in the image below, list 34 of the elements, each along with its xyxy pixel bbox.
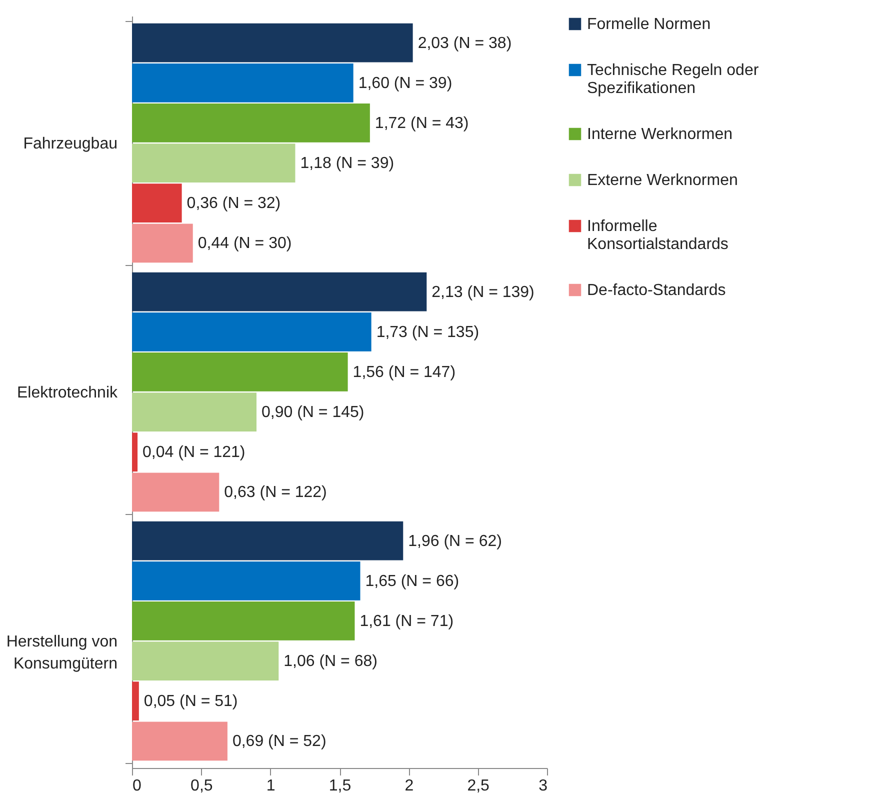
data-label: 0,36 (N = 32): [186, 195, 281, 212]
data-label: 1,60 (N = 39): [358, 74, 452, 92]
data-label: 1,06 (N = 68): [284, 653, 378, 670]
data-label: 0,90 (N = 145): [262, 404, 364, 422]
legend-label: Technische Regeln oder Spezifikationen: [587, 62, 760, 97]
x-tick-label: 0,5: [190, 778, 213, 794]
data-label: 1,61 (N = 71): [360, 612, 454, 630]
data-label: 1,18 (N = 39): [300, 155, 394, 172]
data-label: 1,72 (N = 43): [374, 114, 469, 132]
y-tick-label: Elektrotechnik: [17, 384, 118, 402]
y-tick-label: Fahrzeugbau: [23, 135, 118, 152]
data-label: 0,04 (N = 121): [142, 444, 246, 462]
data-label: 0,44 (N = 30): [198, 235, 292, 252]
x-tick-label: 2,5: [467, 778, 490, 794]
data-label: 1,56 (N = 147): [352, 364, 456, 381]
legend-label: Informelle Konsortialstandards: [587, 218, 728, 253]
data-label: 1,65 (N = 66): [365, 572, 460, 590]
x-tick-label: 1: [266, 778, 276, 794]
legend-label: De-facto-Standards: [587, 282, 726, 299]
legend-label: Externe Werknormen: [587, 172, 738, 189]
data-label: 1,96 (N = 62): [408, 532, 502, 550]
legend-label: Formelle Normen: [587, 16, 711, 33]
y-tick-label: Herstellung von Konsumgütern: [6, 634, 118, 673]
data-label: 0,63 (N = 122): [224, 484, 327, 502]
data-label: 2,13 (N = 139): [432, 284, 534, 301]
x-tick-label: 0: [132, 778, 142, 794]
x-tick-label: 1,5: [328, 778, 352, 794]
data-label: 1,73 (N = 135): [376, 324, 480, 341]
legend-label: Interne Werknormen: [587, 126, 733, 143]
data-label: 2,03 (N = 38): [418, 34, 512, 52]
x-tick-label: 2: [404, 778, 414, 794]
data-label: 0,69 (N = 52): [232, 733, 326, 750]
data-label: 0,05 (N = 51): [144, 693, 238, 710]
x-tick-label: 3: [538, 778, 548, 794]
